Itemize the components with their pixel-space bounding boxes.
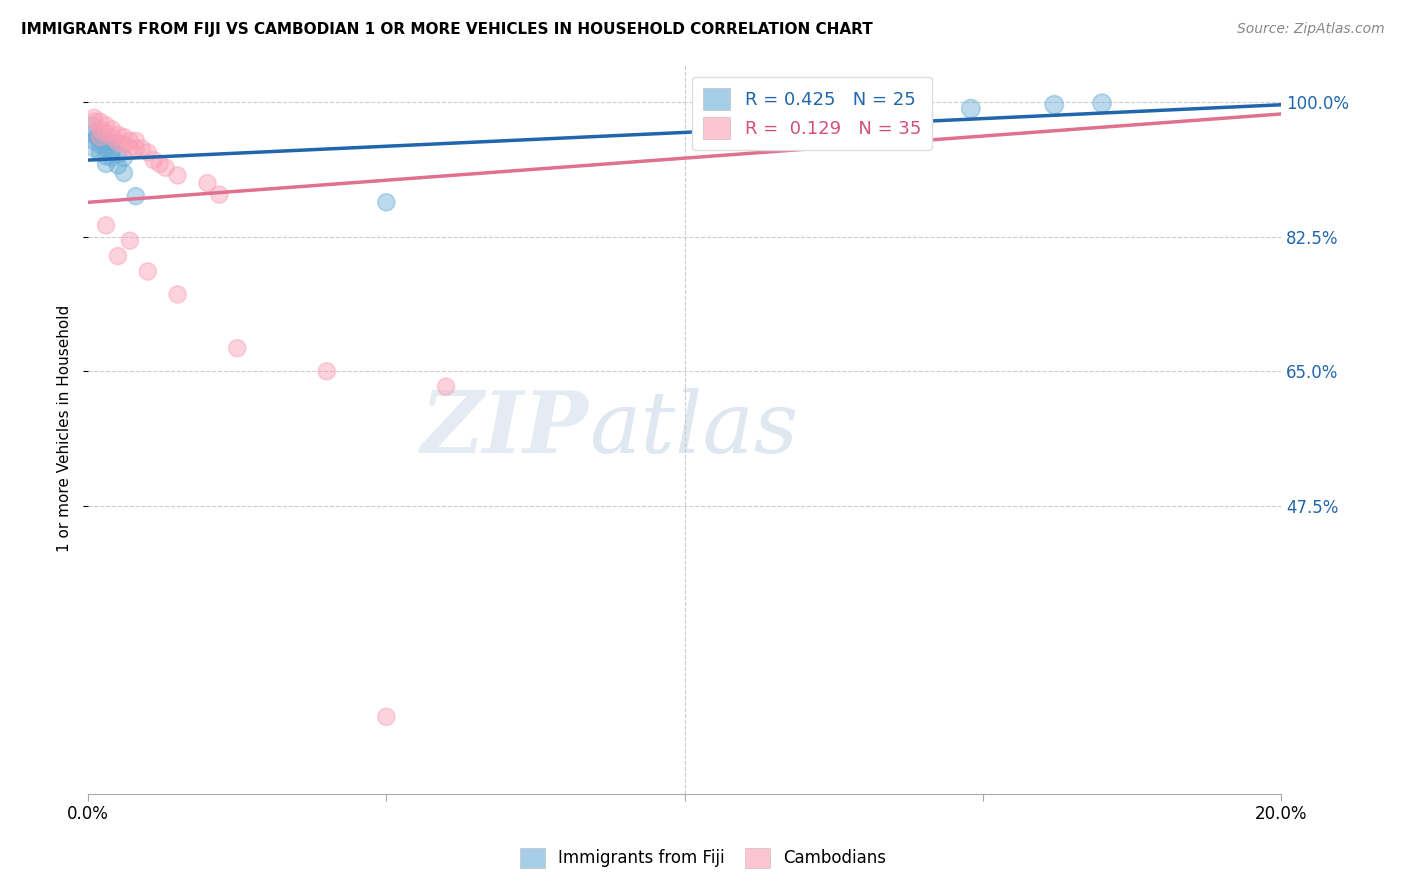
Point: [107, 147, 129, 161]
Point: [83, 126, 105, 140]
Point: [125, 134, 148, 148]
Point: [101, 136, 124, 150]
Point: [1043, 97, 1066, 112]
Point: [101, 143, 124, 157]
Point: [882, 104, 904, 119]
Point: [112, 137, 135, 152]
Point: [852, 107, 875, 121]
Point: [89, 114, 111, 128]
Point: [89, 130, 111, 145]
Point: [149, 157, 172, 171]
Point: [226, 341, 249, 355]
Point: [118, 234, 141, 248]
Point: [131, 142, 153, 156]
Point: [155, 161, 177, 175]
Point: [83, 111, 105, 125]
Point: [197, 176, 219, 190]
Point: [118, 142, 141, 156]
Point: [136, 145, 159, 160]
Point: [80, 122, 103, 136]
Point: [142, 153, 165, 167]
Point: [107, 249, 129, 263]
Point: [112, 166, 135, 180]
Point: [112, 151, 135, 165]
Point: [959, 102, 981, 116]
Point: [166, 287, 188, 301]
Point: [208, 187, 231, 202]
Point: [89, 137, 111, 152]
Point: [125, 189, 148, 203]
Point: [315, 364, 337, 378]
Point: [89, 145, 111, 160]
Text: atlas: atlas: [589, 387, 799, 470]
Point: [107, 128, 129, 142]
Point: [89, 122, 111, 136]
Text: IMMIGRANTS FROM FIJI VS CAMBODIAN 1 OR MORE VEHICLES IN HOUSEHOLD CORRELATION CH: IMMIGRANTS FROM FIJI VS CAMBODIAN 1 OR M…: [21, 22, 873, 37]
Point: [94, 157, 117, 171]
Point: [101, 151, 124, 165]
Point: [89, 130, 111, 145]
Legend: R = 0.425   N = 25, R =  0.129   N = 35: R = 0.425 N = 25, R = 0.129 N = 35: [692, 77, 932, 150]
Text: Source: ZipAtlas.com: Source: ZipAtlas.com: [1237, 22, 1385, 37]
Point: [86, 130, 108, 145]
Point: [112, 130, 135, 145]
Point: [94, 119, 117, 133]
Y-axis label: 1 or more Vehicles in Household: 1 or more Vehicles in Household: [58, 305, 72, 552]
Point: [94, 149, 117, 163]
Point: [83, 134, 105, 148]
Point: [83, 142, 105, 156]
Point: [1091, 96, 1114, 111]
Point: [434, 379, 457, 393]
Point: [94, 134, 117, 148]
Point: [118, 134, 141, 148]
Point: [375, 195, 398, 210]
Legend: Immigrants from Fiji, Cambodians: Immigrants from Fiji, Cambodians: [513, 841, 893, 875]
Point: [94, 219, 117, 233]
Point: [107, 158, 129, 172]
Point: [107, 136, 129, 150]
Point: [94, 142, 117, 156]
Point: [166, 169, 188, 183]
Point: [136, 264, 159, 278]
Point: [125, 142, 148, 156]
Point: [94, 126, 117, 140]
Point: [375, 710, 398, 724]
Point: [101, 122, 124, 136]
Point: [101, 130, 124, 145]
Text: ZIP: ZIP: [422, 387, 589, 471]
Point: [83, 114, 105, 128]
